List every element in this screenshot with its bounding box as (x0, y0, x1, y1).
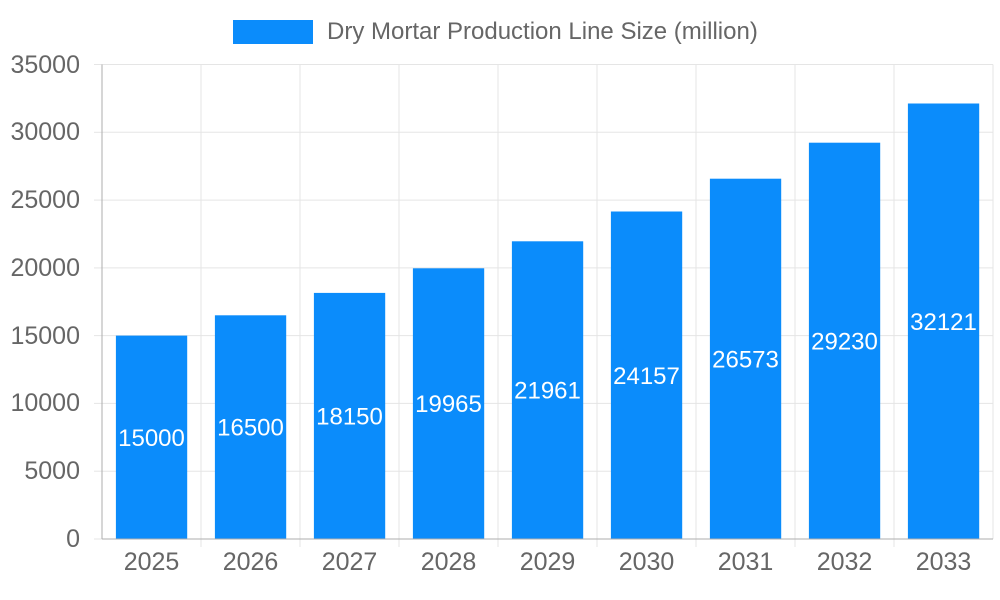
svg-text:18150: 18150 (316, 404, 383, 431)
svg-text:21961: 21961 (514, 378, 581, 405)
svg-text:15000: 15000 (118, 425, 185, 452)
svg-text:16500: 16500 (217, 415, 284, 442)
svg-text:24157: 24157 (613, 363, 680, 390)
svg-text:26573: 26573 (712, 346, 779, 373)
svg-text:32121: 32121 (910, 309, 977, 336)
svg-text:29230: 29230 (811, 328, 878, 355)
svg-text:19965: 19965 (415, 391, 482, 418)
